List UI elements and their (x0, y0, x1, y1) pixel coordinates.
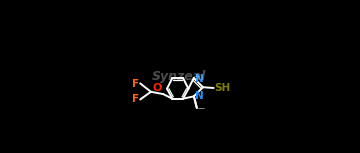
Text: F: F (132, 94, 139, 104)
Text: F: F (132, 79, 139, 89)
Text: SH: SH (215, 83, 231, 93)
Text: O: O (152, 83, 162, 93)
Text: N: N (195, 91, 204, 101)
Text: —: — (198, 106, 204, 112)
Text: Synzeal: Synzeal (152, 70, 206, 83)
Text: N: N (195, 74, 204, 84)
